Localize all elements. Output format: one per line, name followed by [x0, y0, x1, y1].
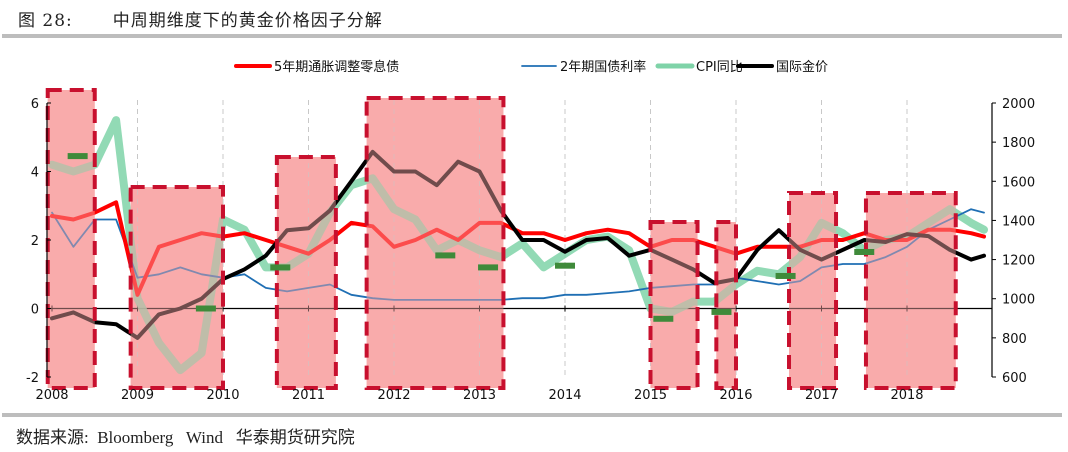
right-tick-label: 1200 — [1002, 254, 1035, 269]
x-tick-label: 2008 — [35, 388, 68, 403]
right-tick-label: 1800 — [1002, 136, 1035, 151]
left-tick-label: 6 — [31, 97, 39, 112]
right-tick-label: 800 — [1002, 332, 1027, 347]
gold-price-series — [50, 149, 986, 340]
right-tick-label: 1000 — [1002, 293, 1035, 308]
highlight-box — [47, 90, 95, 388]
x-tick-label: 2016 — [719, 388, 752, 403]
cpi-markers — [67, 153, 875, 322]
bottom-rule — [2, 413, 1062, 417]
highlight-box — [865, 193, 956, 388]
left-tick-label: 0 — [31, 303, 39, 318]
left-tick-label: 4 — [31, 166, 39, 181]
highlight-box — [130, 187, 223, 388]
x-tick-label: 2009 — [121, 388, 154, 403]
figure-title: 图 28: 中周期维度下的黄金价格因子分解 — [18, 6, 383, 31]
x-tick-label: 2017 — [805, 388, 838, 403]
left-tick-label: 2 — [31, 234, 39, 249]
highlight-box — [276, 157, 336, 388]
highlight-boxes — [47, 90, 956, 388]
right-tick-label: 1400 — [1002, 214, 1035, 229]
x-tick-label: 2018 — [890, 388, 923, 403]
data-source: 数据来源: Bloomberg Wind 华泰期货研究院 — [16, 428, 355, 447]
x-tick-label: 2012 — [377, 388, 410, 403]
right-tick-label: 1600 — [1002, 175, 1035, 190]
figure-title-text: 中周期维度下的黄金价格因子分解 — [112, 11, 383, 31]
right-tick-label: 600 — [1002, 371, 1027, 386]
legend-label: 国际金价 — [776, 59, 828, 75]
legend-label: 2年期国债利率 — [560, 59, 646, 75]
x-tick-label: 2011 — [292, 388, 325, 403]
left-tick-label: -2 — [26, 371, 39, 386]
x-tick-label: 2015 — [634, 388, 667, 403]
legend-label: CPI同比 — [696, 60, 743, 75]
figure-number: 图 28: — [18, 11, 73, 31]
right-tick-label: 2000 — [1002, 97, 1035, 112]
x-tick-label: 2010 — [206, 388, 239, 403]
legend: 5年期通胀调整零息债 2年期国债利率 CPI同比 国际金价 — [234, 59, 828, 75]
x-tick-label: 2013 — [463, 388, 496, 403]
highlight-box-borders — [45, 88, 958, 390]
top-rule — [2, 34, 1062, 38]
highlight-box — [716, 222, 736, 388]
legend-label: 5年期通胀调整零息债 — [274, 59, 399, 75]
x-tick-label: 2014 — [548, 388, 581, 403]
